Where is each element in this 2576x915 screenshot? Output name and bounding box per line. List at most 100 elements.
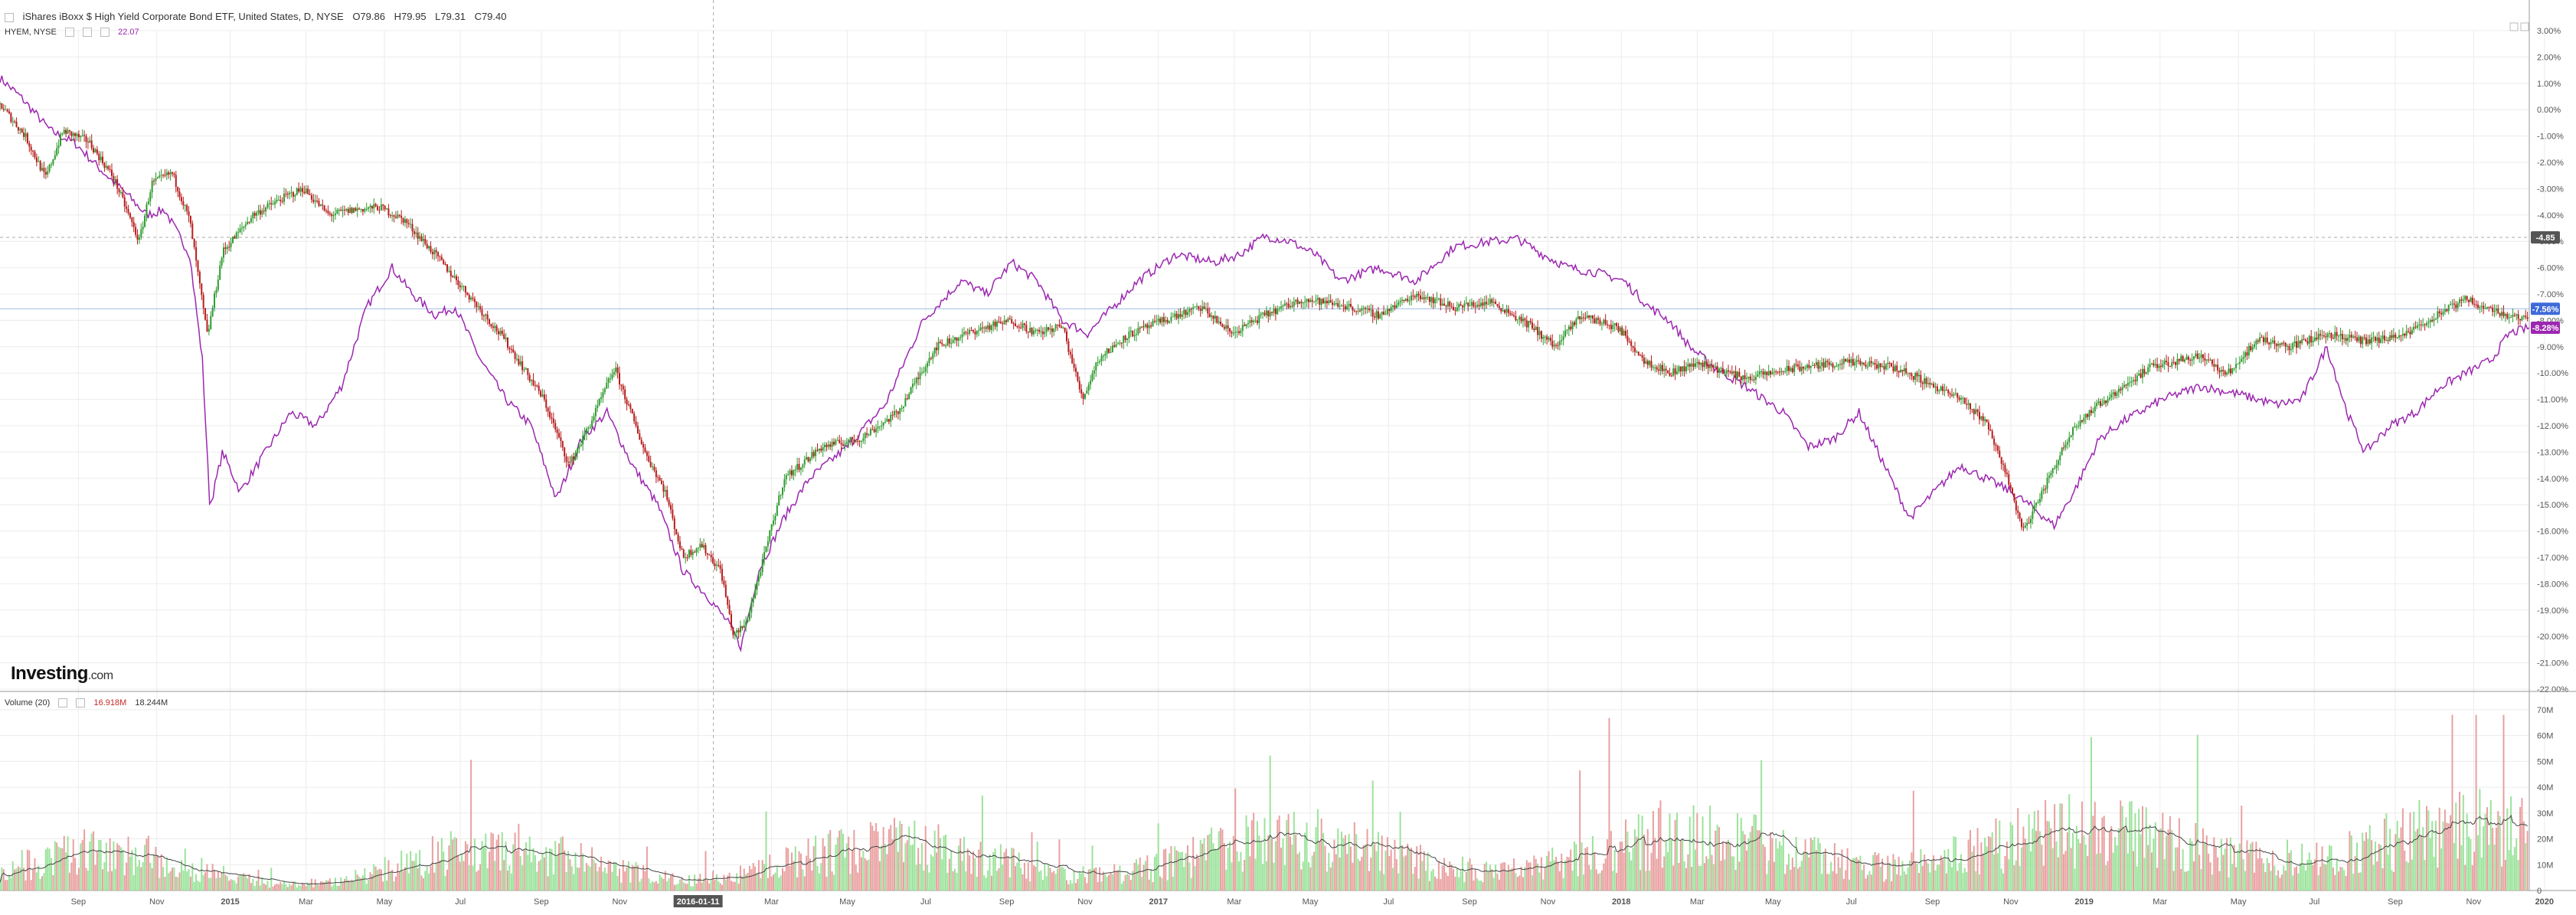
candle (1214, 315, 1216, 319)
candle (1740, 376, 1742, 381)
volume-bar (2002, 873, 2005, 890)
series-line-hyem (0, 75, 2530, 653)
candle (1975, 409, 1977, 414)
candle (2383, 335, 2385, 341)
candle (1721, 368, 1724, 374)
candle (116, 179, 119, 189)
volume-bar (1280, 848, 1283, 890)
volume-bar (2178, 818, 2180, 890)
candle (299, 188, 302, 192)
volume-bar (1826, 874, 1829, 890)
volume-bar (1760, 760, 1763, 890)
y-tick-label: -22.00% (2537, 685, 2568, 694)
volume-bar (624, 871, 626, 890)
candle (1421, 297, 1424, 299)
volume-bar (714, 879, 716, 890)
volume-bar (1049, 868, 1051, 890)
volume-bar (266, 881, 269, 890)
candle (789, 470, 791, 475)
volume-bar (2506, 808, 2509, 890)
candle (1198, 306, 1200, 309)
candle (704, 544, 707, 554)
volume-bar (1744, 834, 1746, 890)
volume-bar (998, 868, 1000, 890)
volume-bar (461, 853, 463, 890)
candle (1887, 362, 1889, 364)
candle (2349, 335, 2351, 338)
candle (2189, 360, 2192, 361)
volume-bar (230, 879, 232, 890)
close-icon[interactable] (100, 28, 110, 38)
volume-bar (816, 865, 819, 890)
candle (558, 433, 561, 438)
volume-label[interactable]: Volume (20) (5, 698, 51, 707)
candle (2154, 364, 2156, 366)
candle (2391, 335, 2393, 338)
volume-bar (1920, 848, 1922, 890)
candle (490, 324, 492, 327)
volume-bar (750, 869, 753, 890)
pane-maximize-icon (2509, 22, 2519, 31)
candle (2008, 474, 2010, 485)
volume-bar (827, 833, 829, 890)
candle (6, 109, 8, 112)
candle (668, 499, 670, 505)
candle (1960, 397, 1963, 400)
volume-bar (1368, 871, 1370, 890)
volume-bar (2424, 860, 2426, 890)
volume-bar (1540, 857, 1542, 890)
volume-bar (701, 882, 703, 890)
candle (1933, 384, 1935, 387)
candle (743, 625, 745, 629)
candle (1199, 309, 1201, 311)
candle (272, 204, 274, 205)
candle (1381, 312, 1383, 315)
volume-bar (420, 875, 423, 890)
volume-bar (1029, 881, 1031, 890)
volume-bar (1954, 837, 1957, 890)
volume-bar (2510, 796, 2512, 890)
volume-bar (1137, 864, 1139, 890)
candle (102, 156, 104, 164)
volume-bar (1663, 856, 1666, 890)
candle (400, 215, 403, 218)
volume-bar (2408, 862, 2410, 890)
candle (204, 308, 207, 320)
candle (1520, 316, 1522, 322)
candle (985, 327, 987, 329)
volume-bar (648, 878, 650, 890)
candle (1150, 325, 1152, 327)
volume-bar (1643, 834, 1645, 890)
volume-bar (1958, 863, 1960, 890)
candle (1707, 364, 1709, 368)
candle (387, 208, 390, 216)
volume-bar (2134, 813, 2136, 890)
collapse-icon[interactable] (5, 12, 14, 22)
candle (195, 247, 198, 261)
candle (2103, 400, 2105, 404)
candle (1633, 348, 1636, 352)
candle (1786, 365, 1788, 371)
candle (1458, 304, 1460, 308)
compare-symbol[interactable]: HYEM, NYSE (5, 28, 57, 37)
candle (580, 444, 582, 447)
hide-icon[interactable] (82, 28, 92, 38)
candle (361, 209, 364, 212)
candle (21, 129, 23, 132)
volume-bar (1022, 874, 1024, 890)
candle (1408, 300, 1411, 302)
candle (323, 205, 325, 211)
candle (1936, 386, 1938, 391)
settings-icon[interactable] (64, 28, 74, 38)
volume-ma-line (0, 814, 2528, 885)
volume-bar (992, 851, 995, 890)
volume-settings-icon[interactable] (58, 698, 68, 708)
volume-hide-icon[interactable] (76, 698, 86, 708)
candle (2442, 312, 2444, 315)
candle (1676, 371, 1679, 374)
candle (2460, 299, 2463, 301)
candle (697, 547, 699, 549)
candle (2326, 333, 2329, 338)
volume-bar (17, 866, 19, 890)
